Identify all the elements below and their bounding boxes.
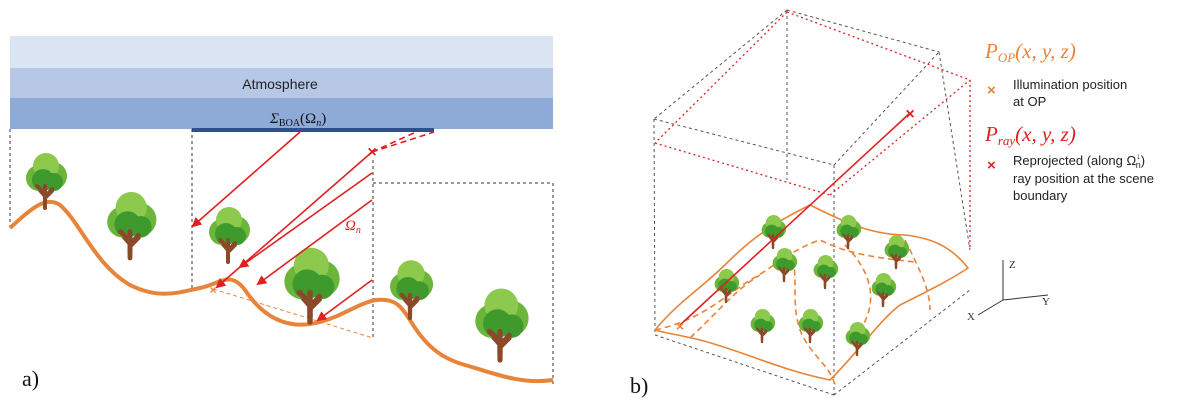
omega-label: Ωn bbox=[345, 218, 361, 236]
legend-ray-line1: Reprojected (along Ω↓ n) bbox=[1013, 151, 1145, 170]
panel-b: × × Z Y X POP(x, y, z) × Illumination po… bbox=[630, 9, 1154, 398]
axis-y-label: Y bbox=[1042, 296, 1050, 308]
legend-p-op: POP(x, y, z) bbox=[984, 39, 1076, 65]
op-marker-b: × bbox=[676, 318, 684, 334]
atmosphere-layer-top bbox=[10, 36, 553, 68]
terrain-profile bbox=[8, 199, 554, 384]
axis-z-label: Z bbox=[1009, 259, 1016, 271]
ray-marker-b: × bbox=[905, 106, 914, 123]
trees-a bbox=[24, 151, 529, 360]
atmosphere-layer-bottom bbox=[10, 98, 553, 129]
op-marker-a: × bbox=[209, 283, 216, 297]
panel-a: Atmosphere ΣBOA(Ωn) bbox=[8, 36, 554, 391]
legend-p-ray: Pray(x, y, z) bbox=[984, 122, 1076, 148]
axes bbox=[977, 260, 1049, 316]
legend: POP(x, y, z) × Illumination position at … bbox=[984, 39, 1154, 203]
cell-boundaries bbox=[9, 129, 554, 385]
boa-label: ΣBOA(Ωn) bbox=[269, 111, 326, 129]
legend-ray-marker: × bbox=[987, 157, 996, 174]
panel-a-label: a) bbox=[22, 366, 39, 391]
panel-b-label: b) bbox=[630, 373, 648, 398]
ray-marker-a: × bbox=[367, 144, 376, 161]
legend-illum-line2: at OP bbox=[1013, 94, 1046, 109]
top-plane-dotted bbox=[654, 11, 971, 250]
boa-bar bbox=[192, 128, 434, 132]
incident-rays bbox=[191, 131, 435, 322]
axis-x-label: X bbox=[967, 311, 975, 323]
atmosphere-layer-middle bbox=[10, 68, 553, 98]
legend-ray-line3: boundary bbox=[1013, 188, 1068, 203]
legend-illum-marker: × bbox=[987, 82, 996, 99]
ray-line-b bbox=[679, 112, 911, 326]
legend-illum-line1: Illumination position bbox=[1013, 77, 1127, 92]
terrain-surface bbox=[653, 204, 970, 386]
scene-box bbox=[653, 9, 971, 396]
legend-ray-line2: ray position at the scene bbox=[1013, 171, 1154, 186]
atmosphere-label: Atmosphere bbox=[242, 76, 318, 92]
